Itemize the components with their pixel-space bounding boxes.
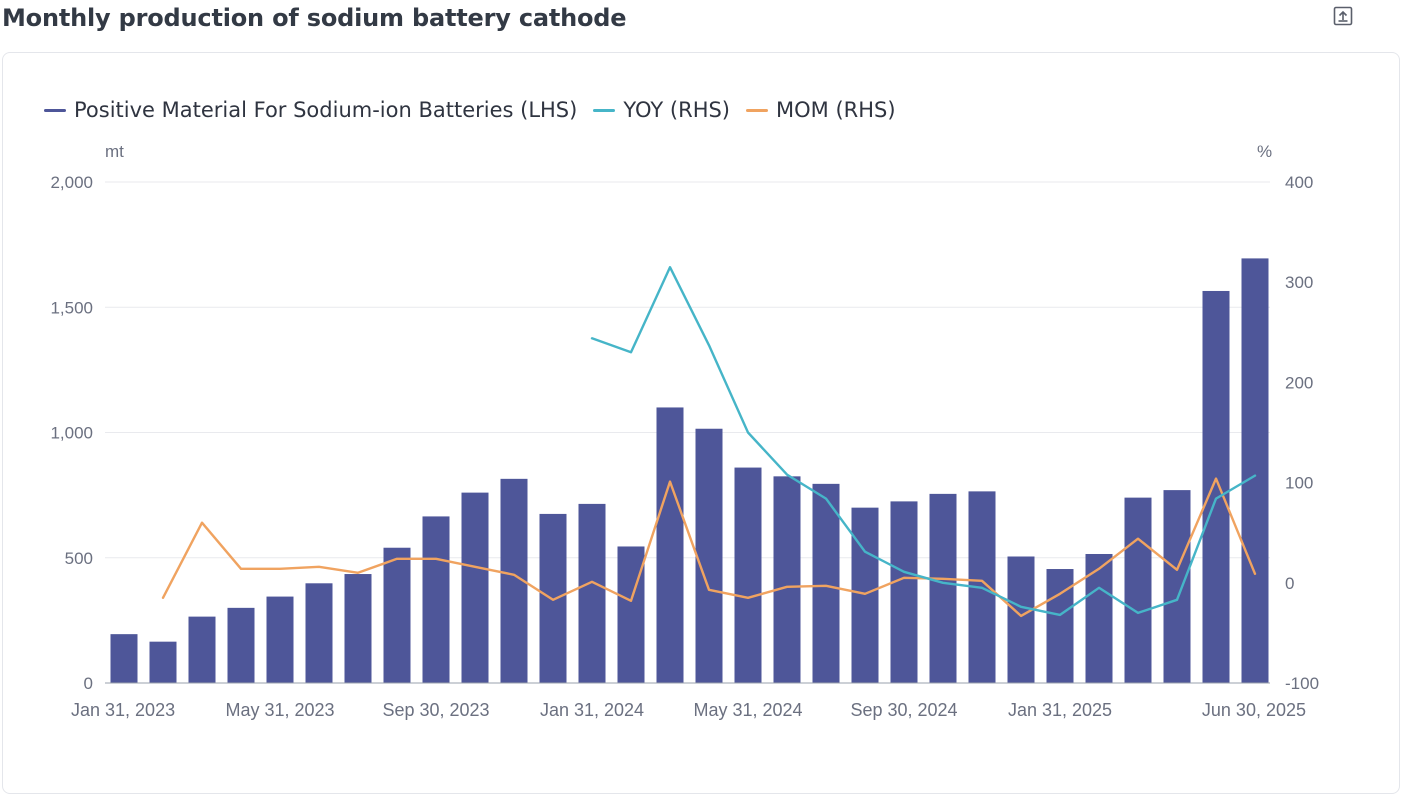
bar [383,547,411,683]
bar [188,616,216,683]
bar [149,641,177,683]
legend-item-yoy[interactable]: YOY (RHS) [593,98,730,122]
bar [656,407,684,683]
bar [1007,556,1035,683]
right-axis-tick-label: 200 [1285,373,1313,392]
legend-item-mom[interactable]: MOM (RHS) [746,98,896,122]
legend-swatch-cathode [44,108,66,112]
legend-swatch-yoy [593,108,616,112]
bar [890,501,918,683]
chart-legend: Positive Material For Sodium-ion Batteri… [44,98,912,122]
left-axis-tick-label: 1,500 [50,298,93,317]
left-axis-tick-label: 2,000 [50,173,93,192]
x-axis-tick-label: May 31, 2024 [693,700,802,720]
right-axis-tick-label: 400 [1285,173,1313,192]
bar [305,583,333,683]
bar [617,546,645,683]
bar [110,634,138,683]
chart-plot: 2,000 1,500 1,000 500 0 400 300 200 100 0 -100 Jan … [50,173,1319,720]
bar [1241,258,1269,683]
bar [734,467,762,683]
x-axis-tick-label: Jan 31, 2025 [1008,700,1112,720]
bar [1085,553,1113,683]
bar [1124,497,1152,683]
bar [1202,290,1230,683]
x-axis-tick-label: May 31, 2023 [225,700,334,720]
left-axis-tick-label: 1,000 [50,424,93,443]
right-axis-unit: % [1257,142,1273,161]
legend-swatch-mom [746,108,769,112]
bar [773,476,801,683]
bar [1046,569,1074,683]
bar [812,483,840,683]
legend-label-yoy: YOY (RHS) [623,98,731,122]
x-axis-tick-label: Sep 30, 2024 [850,700,957,720]
left-axis-tick-label: 0 [84,674,93,693]
bar [266,596,294,683]
right-axis-tick-label: 100 [1285,474,1313,493]
bar [344,574,372,683]
bar [227,607,255,683]
right-axis-tick-label: 0 [1285,574,1294,593]
bar [461,492,489,683]
bar [1163,490,1191,683]
legend-label-cathode: Positive Material For Sodium-ion Batteri… [74,98,578,122]
chart-title: Monthly production of sodium battery cat… [2,4,627,32]
legend-label-mom: MOM (RHS) [776,98,896,122]
left-axis-unit: mt [105,142,124,161]
left-axis-tick-label: 500 [65,549,93,568]
series-line-yoy [590,266,1257,617]
x-axis-tick-label: Jan 31, 2024 [540,700,644,720]
right-axis-tick-label: 300 [1285,273,1313,292]
bar [851,507,879,683]
legend-item-cathode[interactable]: Positive Material For Sodium-ion Batteri… [44,98,577,122]
x-axis-tick-label: Jan 31, 2023 [71,700,175,720]
x-axis-tick-label: Sep 30, 2023 [382,700,489,720]
bar [422,516,450,683]
bar [929,493,957,683]
bar [578,503,606,683]
export-icon[interactable] [1333,6,1353,26]
series-line-mom [161,477,1257,618]
right-axis-tick-label: -100 [1285,674,1319,693]
bar [695,428,723,683]
x-axis-tick-label: Jun 30, 2025 [1202,700,1306,720]
